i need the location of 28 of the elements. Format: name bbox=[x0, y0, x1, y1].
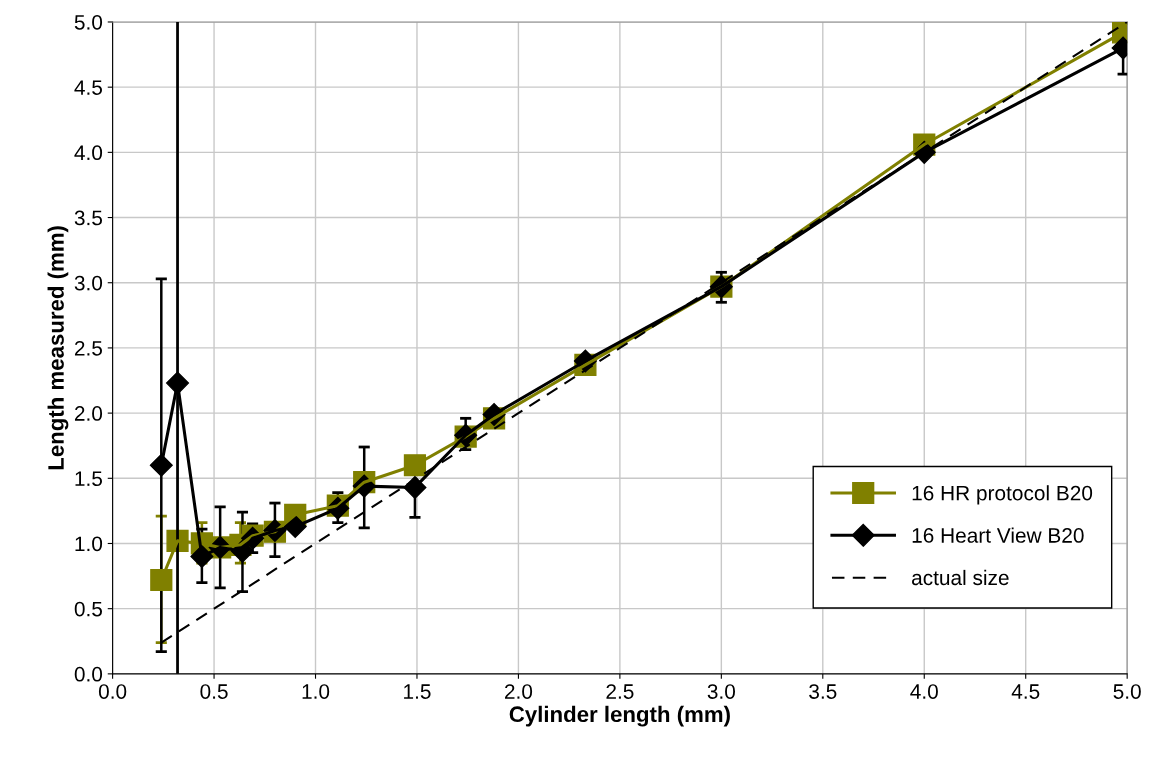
x-tick-label: 0.0 bbox=[98, 684, 127, 699]
x-axis-title: Cylinder length (mm) bbox=[509, 705, 730, 727]
y-tick-label: 1.0 bbox=[75, 536, 103, 552]
y-tick-label: 0.5 bbox=[74, 601, 103, 617]
y-tick-label: 4.0 bbox=[74, 145, 103, 161]
legend-label: 16 Heart View B20 bbox=[912, 527, 1084, 543]
y-axis-title: Length measured (mm) bbox=[47, 226, 69, 470]
y-tick-label: 5.0 bbox=[74, 14, 103, 30]
y-tick-label: 3.5 bbox=[74, 210, 103, 226]
y-tick-label: 1.5 bbox=[75, 471, 103, 487]
y-tick-label: 2.0 bbox=[74, 406, 103, 421]
x-tick-label: 3.5 bbox=[809, 684, 837, 699]
x-tick-label: 3.0 bbox=[707, 684, 736, 699]
x-tick-label: 5.0 bbox=[1113, 684, 1141, 699]
legend-label: actual size bbox=[912, 569, 1009, 586]
y-tick-label: 0.0 bbox=[74, 666, 103, 682]
x-tick-label: 4.0 bbox=[910, 684, 938, 699]
x-tick-label: 1.0 bbox=[302, 684, 330, 699]
x-tick-label: 2.0 bbox=[505, 684, 533, 699]
y-tick-label: 4.5 bbox=[74, 80, 103, 95]
y-tick-label: 3.0 bbox=[74, 275, 103, 291]
legend-label: 16 HR protocol B20 bbox=[912, 485, 1093, 505]
y-tick-label: 2.5 bbox=[74, 340, 103, 356]
x-tick-label: 2.5 bbox=[606, 684, 634, 699]
x-tick-label: 4.5 bbox=[1011, 684, 1040, 699]
x-tick-label: 1.5 bbox=[404, 684, 431, 699]
x-tick-label: 0.5 bbox=[200, 684, 228, 699]
point bbox=[150, 568, 173, 592]
